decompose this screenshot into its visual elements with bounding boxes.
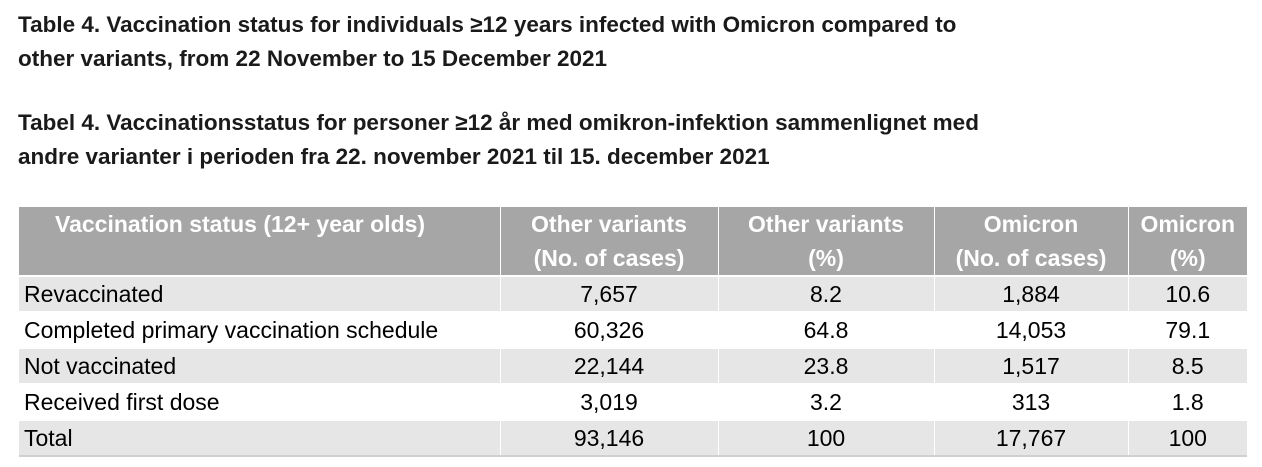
cell-other-pct: 64.8 [717, 311, 934, 348]
header-other-variants-pct: Other variants (%) [717, 207, 934, 276]
cell-other-cases: 22,144 [499, 347, 718, 384]
cell-other-pct: 8.2 [717, 275, 934, 312]
cell-status: Not vaccinated [19, 347, 500, 384]
table-caption-danish: Tabel 4. Vaccinationsstatus for personer… [18, 110, 979, 169]
cell-omicron-cases: 1,517 [933, 347, 1128, 384]
header-line: Other variants [748, 211, 904, 237]
table-row: Completed primary vaccination schedule 6… [19, 311, 1247, 348]
header-other-variants-cases: Other variants (No. of cases) [499, 207, 718, 276]
cell-omicron-pct: 100 [1127, 419, 1247, 457]
cell-other-pct: 23.8 [717, 347, 934, 384]
header-subline: (%) [808, 245, 844, 271]
cell-other-cases: 7,657 [499, 275, 718, 312]
table-row: Revaccinated 7,657 8.2 1,884 10.6 [19, 275, 1247, 312]
table-header: Vaccination status (12+ year olds) Other… [19, 207, 1247, 276]
header-omicron-cases: Omicron (No. of cases) [933, 207, 1128, 276]
cell-omicron-pct: 1.8 [1127, 383, 1247, 420]
table-body: Revaccinated 7,657 8.2 1,884 10.6 Comple… [19, 275, 1247, 457]
cell-other-pct: 100 [717, 419, 934, 457]
header-subline: (No. of cases) [955, 245, 1107, 271]
cell-other-cases: 3,019 [499, 383, 718, 420]
header-row: Vaccination status (12+ year olds) Other… [19, 207, 1247, 276]
header-omicron-pct: Omicron (%) [1127, 207, 1247, 276]
table-row: Not vaccinated 22,144 23.8 1,517 8.5 [19, 347, 1247, 384]
cell-omicron-pct: 8.5 [1127, 347, 1247, 384]
cell-other-pct: 3.2 [717, 383, 934, 420]
header-line: Vaccination status (12+ year olds) [55, 211, 426, 237]
cell-status: Revaccinated [19, 275, 500, 312]
header-line: Omicron [983, 211, 1079, 237]
table-row: Received first dose 3,019 3.2 313 1.8 [19, 383, 1247, 420]
header-line: Other variants [531, 211, 687, 237]
cell-omicron-cases: 313 [933, 383, 1128, 420]
vaccination-status-table: Vaccination status (12+ year olds) Other… [19, 207, 1247, 457]
header-subline: (%) [1169, 245, 1206, 271]
cell-omicron-pct: 79.1 [1127, 311, 1247, 348]
cell-other-cases: 93,146 [499, 419, 718, 457]
cell-status: Completed primary vaccination schedule [19, 311, 500, 348]
cell-status: Received first dose [19, 383, 500, 420]
cell-omicron-pct: 10.6 [1127, 275, 1247, 312]
header-vaccination-status: Vaccination status (12+ year olds) [19, 207, 500, 276]
table-row-total: Total 93,146 100 17,767 100 [19, 419, 1247, 457]
header-line: Omicron [1140, 211, 1236, 237]
cell-omicron-cases: 1,884 [933, 275, 1128, 312]
header-subline: (No. of cases) [533, 245, 685, 271]
cell-other-cases: 60,326 [499, 311, 718, 348]
cell-omicron-cases: 17,767 [933, 419, 1128, 457]
table-caption-english: Table 4. Vaccination status for individu… [18, 12, 957, 71]
cell-status: Total [19, 419, 500, 457]
cell-omicron-cases: 14,053 [933, 311, 1128, 348]
